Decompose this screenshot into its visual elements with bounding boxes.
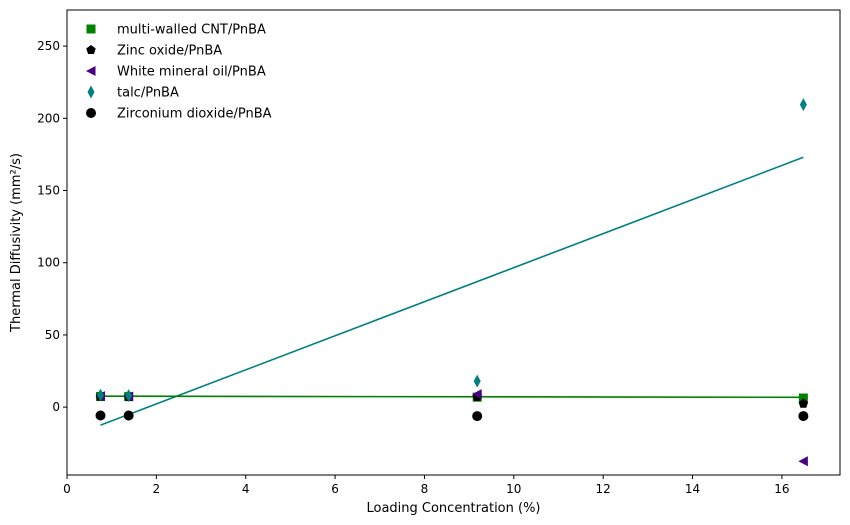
x-tick-label: 16	[774, 482, 789, 496]
x-axis-label: Loading Concentration (%)	[366, 501, 540, 516]
legend-marker	[86, 108, 96, 118]
data-markers	[95, 98, 809, 467]
y-axis-label: Thermal Diffusivity (mm²/s)	[9, 153, 24, 333]
legend-label: Zinc oxide/PnBA	[117, 44, 222, 59]
plot-frame	[66, 9, 841, 476]
legend: multi-walled CNT/PnBA Zinc oxide/PnBA Whit…	[86, 23, 272, 122]
fit-lines	[100, 156, 804, 426]
multi-walled-cnt-pnba-point	[798, 393, 808, 403]
zirconium-dioxide-pnba-point	[123, 410, 134, 421]
talc-pnba-point	[125, 389, 133, 403]
legend-marker	[86, 24, 96, 34]
zinc-oxide-pnba-point	[798, 398, 809, 408]
legend-label: talc/PnBA	[117, 86, 179, 101]
zirconium-dioxide-pnba-point	[472, 411, 483, 422]
white-mineral-oil-pnba-point	[472, 389, 482, 400]
y-tick-label: 250	[37, 39, 60, 53]
legend-item: multi-walled CNT/PnBA	[86, 23, 266, 38]
y-tick-label: 50	[45, 328, 60, 342]
y-tick-label: 200	[37, 111, 60, 125]
talc-pnba-point	[799, 98, 807, 112]
talc-pnba-fit-line	[100, 156, 804, 426]
legend-item: Zirconium dioxide/PnBA	[86, 107, 272, 122]
legend-item: Zinc oxide/PnBA	[86, 44, 222, 59]
legend-item: White mineral oil/PnBA	[86, 65, 266, 80]
y-tick-label: 0	[52, 400, 60, 414]
x-tick-label: 2	[153, 482, 161, 496]
x-tick-label: 4	[242, 482, 250, 496]
talc-pnba-point	[97, 388, 105, 402]
x-tick-label: 10	[506, 482, 521, 496]
legend-label: multi-walled CNT/PnBA	[117, 23, 266, 38]
zirconium-dioxide-pnba-point	[95, 410, 106, 421]
multi-walled-cnt-pnba-fit-line	[100, 395, 804, 399]
legend-marker	[87, 85, 95, 99]
legend-marker	[86, 45, 96, 55]
zirconium-dioxide-pnba-point	[798, 411, 809, 422]
white-mineral-oil-pnba-point	[798, 456, 808, 467]
x-axis-ticks: 0 2 4 6 8 10 12 14 16	[63, 475, 790, 496]
y-tick-label: 150	[37, 184, 60, 198]
legend-label: Zirconium dioxide/PnBA	[117, 107, 272, 122]
legend-label: White mineral oil/PnBA	[117, 65, 266, 80]
talc-pnba-series	[97, 98, 807, 403]
x-tick-label: 8	[421, 482, 429, 496]
legend-marker	[86, 66, 96, 76]
y-axis-ticks: 0 50 100 150 200 250	[37, 39, 67, 414]
x-tick-label: 12	[596, 482, 611, 496]
legend-item: talc/PnBA	[87, 85, 179, 101]
y-tick-label: 100	[37, 256, 60, 270]
x-tick-label: 6	[331, 482, 339, 496]
talc-pnba-point	[473, 374, 481, 388]
x-tick-label: 0	[63, 482, 71, 496]
x-tick-label: 14	[685, 482, 700, 496]
zirconium-dioxide-pnba-series	[95, 410, 809, 422]
